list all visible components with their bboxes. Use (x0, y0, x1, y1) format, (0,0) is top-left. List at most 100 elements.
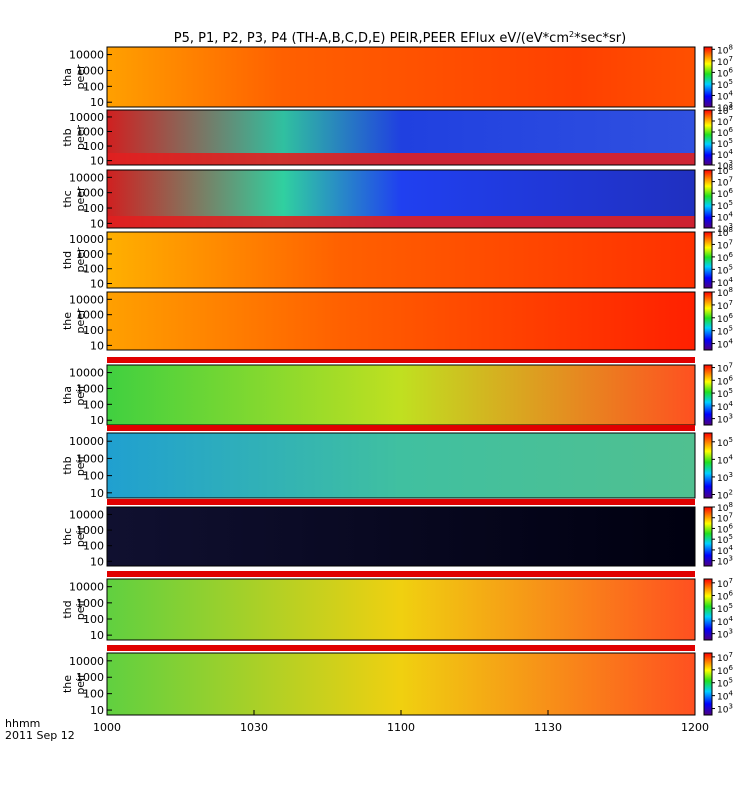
colorbar-tick-label: 108 (717, 164, 733, 177)
separator-band (107, 357, 695, 363)
colorbar-tick-label: 105 (717, 677, 733, 690)
panel-frame (106, 231, 696, 289)
panel-sublabel: peir (74, 525, 87, 547)
y-tick-label: 1000 (76, 248, 104, 261)
y-tick-label: 10 (90, 217, 104, 230)
y-tick-label: 10000 (69, 508, 104, 521)
panel-frame (106, 506, 696, 567)
colorbar (703, 231, 713, 289)
spectrogram-image (107, 292, 695, 350)
y-tick-label: 100 (83, 80, 104, 93)
panel-sublabel: peer (74, 308, 87, 334)
spectrogram-image (107, 433, 695, 498)
y-tick-label: 100 (83, 398, 104, 411)
y-tick-label: 10 (90, 704, 104, 717)
y-tick-label: 1000 (76, 64, 104, 77)
colorbar-tick-label: 103 (717, 555, 733, 568)
panel-sublabel: peir (74, 384, 87, 406)
colorbar-tick-label: 105 (717, 78, 733, 91)
colorbar (703, 578, 713, 641)
x-tick-label: 1130 (534, 721, 562, 734)
colorbar-tick-label: 103 (717, 413, 733, 426)
panel-sublabel: peer (74, 247, 87, 273)
colorbar (703, 291, 713, 351)
y-tick-label: 10 (90, 414, 104, 427)
panel-frame (106, 46, 696, 108)
y-tick-label: 10 (90, 339, 104, 352)
colorbar-tick-label: 105 (717, 137, 733, 150)
y-tick-label: 1000 (76, 309, 104, 322)
y-tick-label: 100 (83, 202, 104, 215)
panel-thb-peir: 10 100 1000 10000 thb peir 102 103 104 105 (61, 425, 733, 501)
spectrogram-image (107, 47, 695, 107)
separator-band (107, 571, 695, 577)
y-tick-label: 10 (90, 487, 104, 500)
y-tick-label: 100 (83, 688, 104, 701)
spectrogram-image (107, 579, 695, 640)
panel-label: thc (61, 528, 74, 545)
y-tick-label: 1000 (76, 524, 104, 537)
colorbar (703, 46, 713, 108)
y-tick-label: 1000 (76, 382, 104, 395)
y-tick-label: 100 (83, 470, 104, 483)
colorbar (703, 652, 713, 716)
separator-band (107, 499, 695, 505)
colorbar-tick-label: 106 (717, 187, 733, 200)
panel-sublabel: peir (74, 673, 87, 695)
separator-band (107, 645, 695, 651)
y-tick-label: 10 (90, 629, 104, 642)
x-tick-label: 1030 (240, 721, 268, 734)
colorbar-tick-label: 103 (717, 628, 733, 641)
panel-label: the (61, 675, 74, 693)
panel-frame (106, 169, 696, 229)
colorbar-tick-label: 107 (717, 115, 733, 128)
panel-label: thb (61, 456, 74, 474)
panel-sublabel: peer (74, 125, 87, 151)
colorbar-tick-label: 106 (717, 522, 733, 535)
colorbar-tick-label: 105 (717, 263, 733, 276)
y-tick-label: 10000 (69, 655, 104, 668)
colorbar-tick-label: 107 (717, 176, 733, 189)
colorbar-tick-label: 104 (717, 453, 733, 466)
footer-date: 2011 Sep 12 (5, 729, 75, 742)
colorbar-tick-label: 104 (717, 544, 733, 557)
y-tick-label: 1000 (76, 452, 104, 465)
colorbar-tick-label: 107 (717, 512, 733, 525)
y-tick-label: 10 (90, 555, 104, 568)
y-tick-label: 10000 (69, 49, 104, 62)
colorbar-tick-label: 104 (717, 690, 733, 703)
y-tick-label: 10 (90, 278, 104, 291)
y-tick-label: 10 (90, 155, 104, 168)
colorbar-tick-label: 103 (717, 471, 733, 484)
y-tick-label: 100 (83, 324, 104, 337)
y-tick-label: 10000 (69, 171, 104, 184)
y-tick-label: 10000 (69, 111, 104, 124)
colorbar-tick-label: 105 (717, 533, 733, 546)
colorbar-tick-label: 107 (717, 55, 733, 68)
colorbar-tick-label: 108 (717, 286, 733, 299)
panel-frame (106, 432, 696, 499)
colorbar-tick-label: 104 (717, 210, 733, 223)
colorbar-tick-label: 104 (717, 338, 733, 351)
colorbar-tick-label: 108 (717, 43, 733, 56)
y-tick-label: 1000 (76, 597, 104, 610)
colorbar-tick-label: 104 (717, 615, 733, 628)
panel-label: thc (61, 190, 74, 207)
low-energy-band (107, 153, 695, 165)
colorbar-tick-label: 106 (717, 374, 733, 387)
colorbar-tick-label: 105 (717, 325, 733, 338)
spectrogram-image (107, 232, 695, 288)
colorbar-tick-label: 108 (717, 104, 733, 117)
colorbar-tick-label: 106 (717, 251, 733, 264)
panel-frame (106, 109, 696, 166)
panel-label: thb (61, 128, 74, 146)
colorbar (703, 364, 713, 426)
colorbar-tick-label: 106 (717, 66, 733, 79)
colorbar-tick-label: 104 (717, 400, 733, 413)
